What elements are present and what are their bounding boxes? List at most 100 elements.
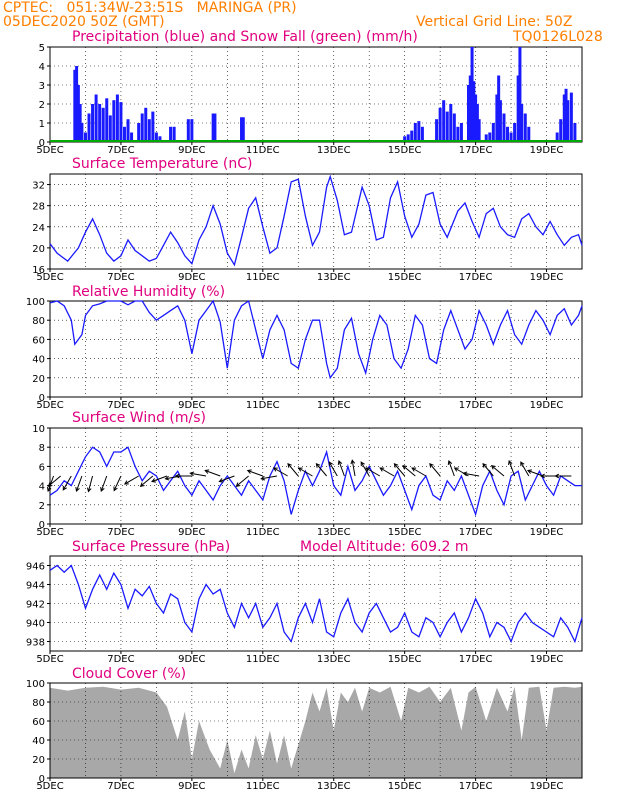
wind-arrow <box>411 467 427 477</box>
wind-xtick-label: 13DEC <box>317 527 351 538</box>
wind-arrow <box>508 460 516 477</box>
wind-arrow <box>273 467 288 477</box>
cloud-xtick-label: 19DEC <box>530 781 564 792</box>
rh-ytick-label: 80 <box>32 316 45 327</box>
precip-bar <box>516 75 520 142</box>
precip-ytick-label: 1 <box>39 119 45 130</box>
precip-bar <box>406 134 410 142</box>
wind-arrow <box>140 475 154 487</box>
rh-xtick-label: 11DEC <box>246 400 280 411</box>
cloud-ytick-label: 80 <box>32 698 45 709</box>
wind-xtick-label: 15DEC <box>388 527 422 538</box>
precip-bar <box>484 134 488 142</box>
wind-arrow-head <box>204 469 210 474</box>
wind-arrow-head <box>75 487 80 493</box>
precip-bar <box>474 94 478 142</box>
precip-bar <box>126 119 130 142</box>
cloud-xtick-label: 17DEC <box>459 781 493 792</box>
precip-bar <box>456 126 460 142</box>
wind-arrow <box>482 463 494 477</box>
precip-bar <box>211 113 215 142</box>
precip-bar <box>186 119 190 142</box>
precip-xtick-label: 9DEC <box>178 145 205 156</box>
precip-ytick-label: 4 <box>39 62 45 73</box>
altitude-label: Model Altitude: 609.2 m <box>300 539 469 555</box>
precip-bar <box>147 119 151 142</box>
wind-arrow-head <box>453 467 459 472</box>
wind-arrow-head <box>174 473 180 479</box>
precip-bar <box>562 94 566 142</box>
precip-bar <box>497 75 501 142</box>
temp-xtick-label: 13DEC <box>317 272 351 283</box>
pressure-ytick-label: 938 <box>26 638 45 649</box>
temp-ytick-label: 20 <box>32 244 45 255</box>
temp-xtick-label: 7DEC <box>107 272 134 283</box>
wind-arrow-head <box>482 462 487 468</box>
wind-title: Surface Wind (m/s) <box>72 410 206 426</box>
precip-bar <box>241 117 245 142</box>
cloud-xtick-label: 15DEC <box>388 781 422 792</box>
wind-arrow-head <box>402 465 408 470</box>
precip-bar <box>98 104 102 142</box>
precip-bar <box>87 113 91 142</box>
precip-bar <box>452 113 456 142</box>
precip-xtick-label: 13DEC <box>317 145 351 156</box>
precip-bar <box>555 132 559 142</box>
precip-bar <box>449 104 453 142</box>
precip-bar <box>467 85 471 142</box>
cloud-xtick-label: 5DEC <box>36 781 63 792</box>
wind-arrow <box>338 460 345 477</box>
wind-arrow <box>365 467 381 477</box>
temp-ytick-label: 24 <box>32 223 45 234</box>
wind-arrow <box>402 465 416 477</box>
pressure-xtick-label: 7DEC <box>107 654 134 665</box>
precip-bar <box>76 85 80 142</box>
wind-arrow <box>287 463 299 477</box>
pressure-xtick-label: 13DEC <box>317 654 351 665</box>
wind-xtick-label: 7DEC <box>107 527 134 538</box>
wind-arrow <box>75 475 83 492</box>
wind-arrow <box>328 461 338 477</box>
precip-bar <box>172 126 176 142</box>
temp-line <box>49 174 583 267</box>
pressure-line <box>49 564 583 644</box>
precip-bar <box>445 111 449 142</box>
wind-arrow <box>520 461 530 477</box>
precip-bar <box>488 132 492 142</box>
station-line: CPTEC: 051:34W-23:51S MARINGA (PR) <box>3 0 297 16</box>
model-code: TQ0126L028 <box>513 29 603 45</box>
precip-bar <box>130 132 134 142</box>
wind-arrow <box>463 472 480 477</box>
wind-arrow <box>124 475 139 485</box>
precip-bar <box>573 123 577 142</box>
wind-xtick-label: 17DEC <box>459 527 493 538</box>
wind-arrow-head <box>328 461 333 467</box>
precip-bar <box>520 104 524 142</box>
wind-arrow-head <box>62 485 67 491</box>
wind-arrow-head <box>315 462 321 468</box>
precip-bar <box>491 123 495 142</box>
precip-bar <box>506 126 510 142</box>
pressure-xtick-label: 15DEC <box>388 654 422 665</box>
cloud-frame <box>49 682 583 779</box>
wind-arrow-head <box>540 473 545 479</box>
pressure-ytick-label: 946 <box>26 562 45 573</box>
wind-arrow-head <box>235 482 241 487</box>
precip-bar <box>78 104 82 142</box>
pressure-ytick-label: 942 <box>26 600 45 611</box>
rh-xtick-label: 19DEC <box>530 400 564 411</box>
wind-arrow <box>491 465 505 477</box>
precip-ytick-label: 2 <box>39 100 45 111</box>
precip-bar <box>80 123 84 142</box>
precip-bar <box>112 100 116 142</box>
wind-arrow-head <box>246 469 252 474</box>
cloud-ytick-label: 0 <box>39 774 45 785</box>
wind-arrow <box>62 475 72 491</box>
wind-arrow <box>100 475 108 492</box>
precip-xtick-label: 11DEC <box>246 145 280 156</box>
wind-arrow <box>448 460 455 477</box>
temp-ytick-label: 32 <box>32 181 45 192</box>
precip-bar <box>438 107 442 142</box>
precip-bar <box>169 126 173 142</box>
precip-title: Precipitation (blue) and Snow Fall (gree… <box>72 29 418 45</box>
